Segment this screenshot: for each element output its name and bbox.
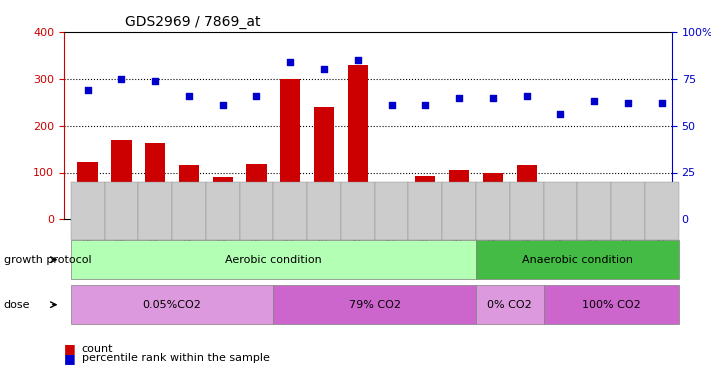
Point (454, 94, 465, 100)
Text: Aerobic condition: Aerobic condition (225, 255, 322, 265)
Point (419, 102, 431, 108)
Text: 0.05%CO2: 0.05%CO2 (143, 300, 201, 310)
Point (116, 76, 127, 82)
Text: 0% CO2: 0% CO2 (488, 300, 532, 310)
Text: 79% CO2: 79% CO2 (348, 300, 401, 310)
Point (284, 59, 296, 65)
Bar (111, 140, 132, 219)
Bar (618, 182, 638, 219)
Text: GDS2969 / 7869_at: GDS2969 / 7869_at (125, 15, 260, 30)
Point (352, 57, 363, 63)
Bar (415, 176, 435, 219)
Point (183, 93, 195, 99)
Text: growth protocol: growth protocol (4, 255, 91, 265)
Text: count: count (82, 344, 113, 354)
Text: 100% CO2: 100% CO2 (582, 300, 641, 310)
Point (487, 94, 498, 100)
Bar (314, 107, 334, 219)
Bar (246, 164, 267, 219)
Bar (516, 165, 537, 219)
Bar (348, 64, 368, 219)
Point (82, 87, 93, 93)
Point (622, 100, 634, 106)
Bar (584, 194, 604, 219)
Text: ■: ■ (64, 352, 76, 364)
Bar (550, 182, 570, 219)
Point (589, 98, 600, 104)
Text: percentile rank within the sample: percentile rank within the sample (82, 353, 269, 363)
Text: dose: dose (4, 300, 30, 310)
Point (386, 102, 397, 108)
Bar (178, 165, 199, 219)
Point (555, 111, 566, 117)
Bar (280, 79, 300, 219)
Bar (651, 188, 672, 219)
Bar (483, 172, 503, 219)
Bar (381, 182, 402, 219)
Text: ■: ■ (64, 342, 76, 355)
Point (217, 102, 228, 108)
Point (319, 66, 330, 72)
Point (521, 93, 533, 99)
Bar (145, 144, 165, 219)
Bar (213, 177, 232, 219)
Point (251, 93, 262, 99)
Point (149, 78, 161, 84)
Text: Anaerobic condition: Anaerobic condition (522, 255, 633, 265)
Bar (77, 162, 97, 219)
Point (656, 100, 668, 106)
Bar (449, 170, 469, 219)
